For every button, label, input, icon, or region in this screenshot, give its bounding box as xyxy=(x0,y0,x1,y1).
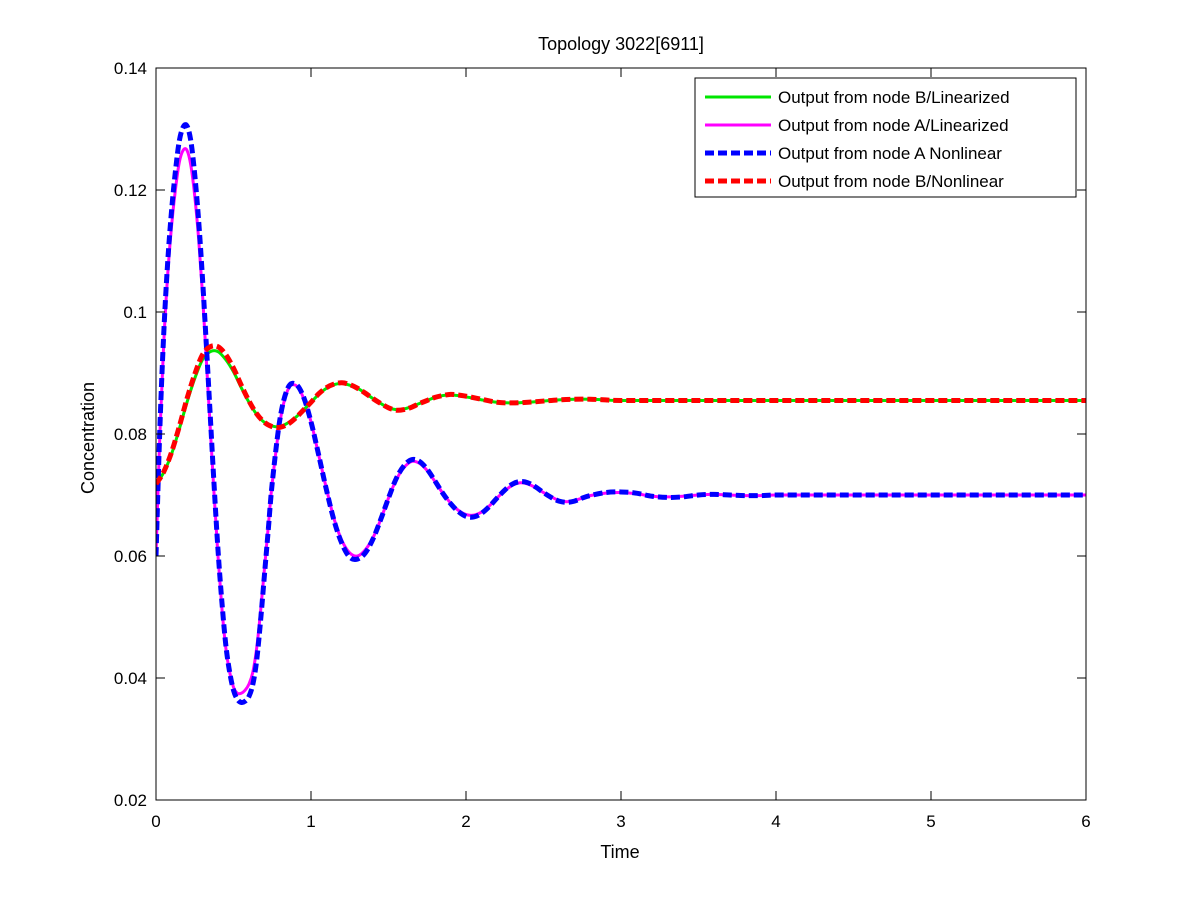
x-tick-label: 6 xyxy=(1081,812,1090,831)
y-tick-label: 0.1 xyxy=(123,303,147,322)
y-tick-label: 0.02 xyxy=(114,791,147,810)
y-tick-labels: 0.02 0.04 0.06 0.08 0.1 0.12 0.14 xyxy=(114,59,147,810)
y-tick-label: 0.08 xyxy=(114,425,147,444)
legend-label-2: Output from node A/Linearized xyxy=(778,116,1009,135)
y-axis-title: Concentration xyxy=(78,382,98,494)
y-tick-label: 0.12 xyxy=(114,181,147,200)
x-tick-label: 3 xyxy=(616,812,625,831)
legend-label-1: Output from node B/Linearized xyxy=(778,88,1010,107)
x-tick-label: 5 xyxy=(926,812,935,831)
series-line-3 xyxy=(156,122,1086,705)
x-tick-label: 0 xyxy=(151,812,160,831)
y-tick-label: 0.06 xyxy=(114,547,147,566)
ticks-layer xyxy=(155,67,1087,801)
y-tick-label: 0.04 xyxy=(114,669,147,688)
legend-label-3: Output from node A Nonlinear xyxy=(778,144,1002,163)
x-tick-label: 1 xyxy=(306,812,315,831)
x-tick-labels: 0 1 2 3 4 5 6 xyxy=(151,812,1090,831)
x-tick-label: 4 xyxy=(771,812,780,831)
x-tick-label: 2 xyxy=(461,812,470,831)
series-layer xyxy=(156,122,1086,705)
legend-label-4: Output from node B/Nonlinear xyxy=(778,172,1004,191)
legend-entries: Output from node B/Linearized Output from… xyxy=(705,88,1010,191)
legend: Output from node B/Linearized Output from… xyxy=(694,77,1077,198)
series-line-4 xyxy=(156,343,1086,486)
y-tick-label: 0.14 xyxy=(114,59,147,78)
chart-title: Topology 3022[6911] xyxy=(538,34,704,54)
x-axis-title: Time xyxy=(600,842,639,862)
